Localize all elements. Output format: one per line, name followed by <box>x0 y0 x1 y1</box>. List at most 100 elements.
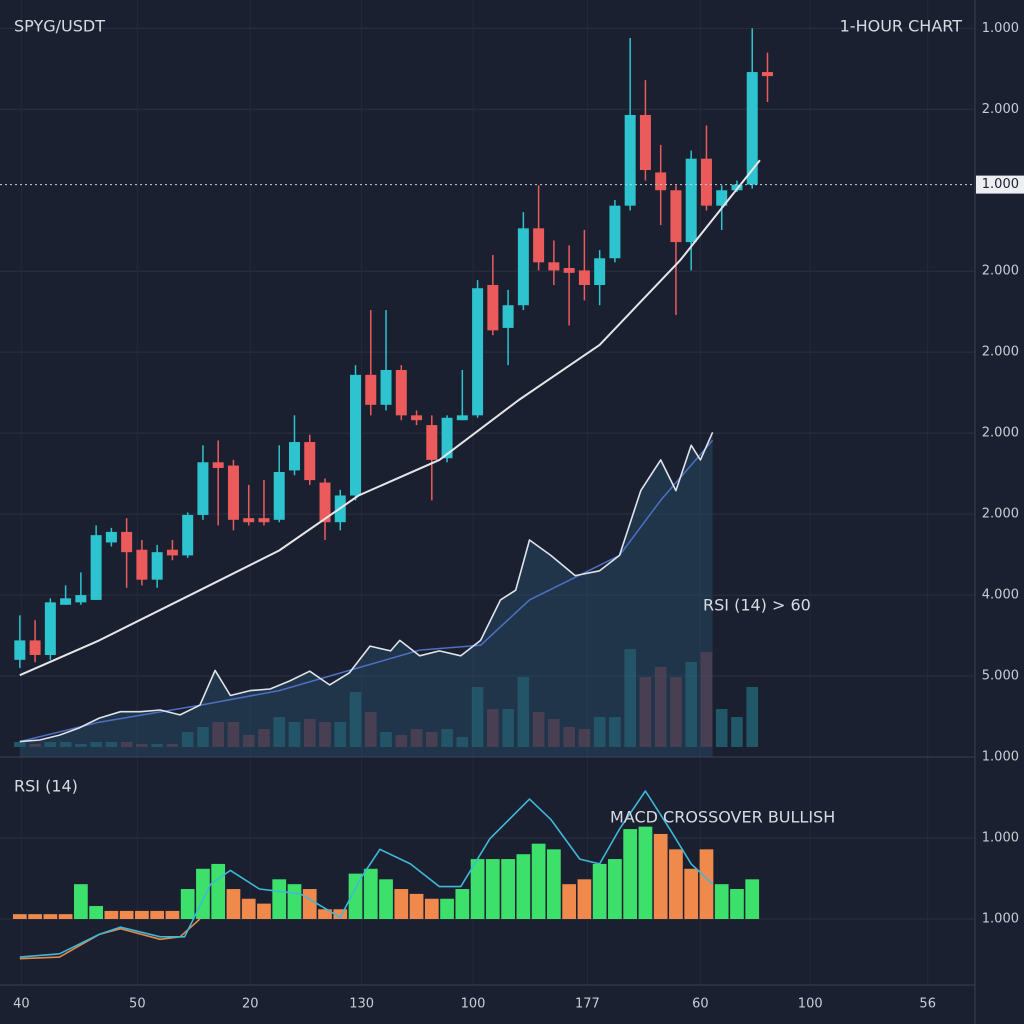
volume-bar <box>578 729 591 747</box>
macd-bar <box>257 903 271 919</box>
volume-bar <box>14 742 26 747</box>
x-tick-label: 177 <box>575 997 600 1012</box>
volume-bar <box>90 742 102 747</box>
candle-body <box>151 552 163 580</box>
volume-bar <box>426 732 438 747</box>
macd-bar <box>74 884 88 919</box>
y-tick-label: 1.000 <box>982 912 1019 927</box>
volume-bar <box>670 677 682 747</box>
macd-bar <box>104 910 119 919</box>
macd-bar <box>135 910 149 919</box>
candle-body <box>502 305 514 328</box>
volume-bar <box>395 735 408 747</box>
candle-body <box>90 535 102 600</box>
volume-bar <box>303 719 316 747</box>
volume-bar <box>502 709 514 747</box>
macd-bar <box>28 914 42 919</box>
volume-bar <box>731 717 743 747</box>
moving-average <box>19 159 761 677</box>
candle-body <box>319 482 331 523</box>
marks <box>12 28 773 960</box>
candle-body <box>700 158 712 206</box>
volume-bar <box>548 719 560 747</box>
macd-bar <box>562 884 576 919</box>
y-tick-label: 2.000 <box>982 426 1019 441</box>
macd-bar <box>241 898 256 919</box>
candle-body <box>44 602 56 655</box>
macd-bar <box>287 884 302 919</box>
volume-bar <box>487 709 499 747</box>
x-tick-label: 60 <box>692 997 709 1012</box>
rsi-area <box>19 432 713 757</box>
volume-bar <box>685 662 697 747</box>
last-price-box <box>976 175 1024 194</box>
rsi-line <box>19 431 714 743</box>
volume-bar <box>380 732 392 747</box>
volume-bar <box>654 667 667 747</box>
candle-body <box>472 288 484 416</box>
chart-subtitle: 1-HOUR CHART <box>840 17 963 36</box>
volume-bar <box>334 722 347 747</box>
volume-bar <box>593 717 606 747</box>
candle-body <box>365 374 377 405</box>
volume-bar <box>471 687 484 747</box>
volume-bar <box>242 735 255 747</box>
candle-body <box>121 531 133 553</box>
panel-title: RSI (14) <box>14 777 78 796</box>
volume-bar <box>456 737 469 747</box>
candle-body <box>14 640 26 660</box>
candle-body <box>517 228 529 306</box>
candle-body <box>304 442 316 481</box>
macd-bar <box>516 854 531 919</box>
macd-bar <box>302 889 317 919</box>
candle-body <box>182 514 194 556</box>
candle-body <box>563 267 575 273</box>
macd-bar <box>485 859 500 919</box>
macd-bar <box>577 879 592 919</box>
candle-body <box>624 114 636 206</box>
x-tick-label: 100 <box>461 997 486 1012</box>
candle-body <box>212 462 224 468</box>
candle-body <box>411 415 423 421</box>
volume-bar <box>181 732 194 747</box>
macd-bar <box>272 879 287 919</box>
annotation: MACD CROSSOVER BULLISH <box>610 808 835 827</box>
macd-bar <box>12 914 27 919</box>
candle-body <box>75 595 87 603</box>
x-tick-label: 130 <box>349 997 374 1012</box>
macd-bar <box>638 826 653 919</box>
volume-bar <box>700 652 713 747</box>
candle-body <box>731 184 743 191</box>
macd-bar <box>592 863 607 919</box>
volume-bar <box>151 744 163 747</box>
candle-body <box>380 369 392 405</box>
macd-bar <box>455 889 470 919</box>
macd-bar <box>424 898 439 919</box>
x-tick-label: 100 <box>798 997 823 1012</box>
macd-bar <box>180 889 195 919</box>
candle-body <box>197 462 209 515</box>
y-tick-label: 2.000 <box>982 102 1019 117</box>
volume-bar <box>105 742 118 747</box>
candle-body <box>426 425 438 460</box>
candle-body <box>166 549 178 556</box>
y-tick-label: 1.000 <box>982 750 1019 765</box>
macd-bar <box>714 884 729 919</box>
candle-body <box>136 549 148 580</box>
macd-bar <box>211 863 226 919</box>
volume-bar <box>624 649 636 747</box>
y-tick-label: 2.000 <box>982 264 1019 279</box>
macd-bar <box>653 833 668 919</box>
y-tick-label: 1.000 <box>982 21 1019 36</box>
volume-bar <box>609 717 621 747</box>
volume-bar <box>349 692 362 747</box>
macd-bar <box>58 914 73 919</box>
macd-bar <box>409 893 424 919</box>
chart-title: SPYG/USDT <box>14 17 105 36</box>
candle-body <box>258 518 270 523</box>
x-tick-label: 20 <box>242 997 259 1012</box>
volume-bar <box>258 729 270 747</box>
candle-body <box>685 158 697 243</box>
candle-body <box>29 640 41 655</box>
